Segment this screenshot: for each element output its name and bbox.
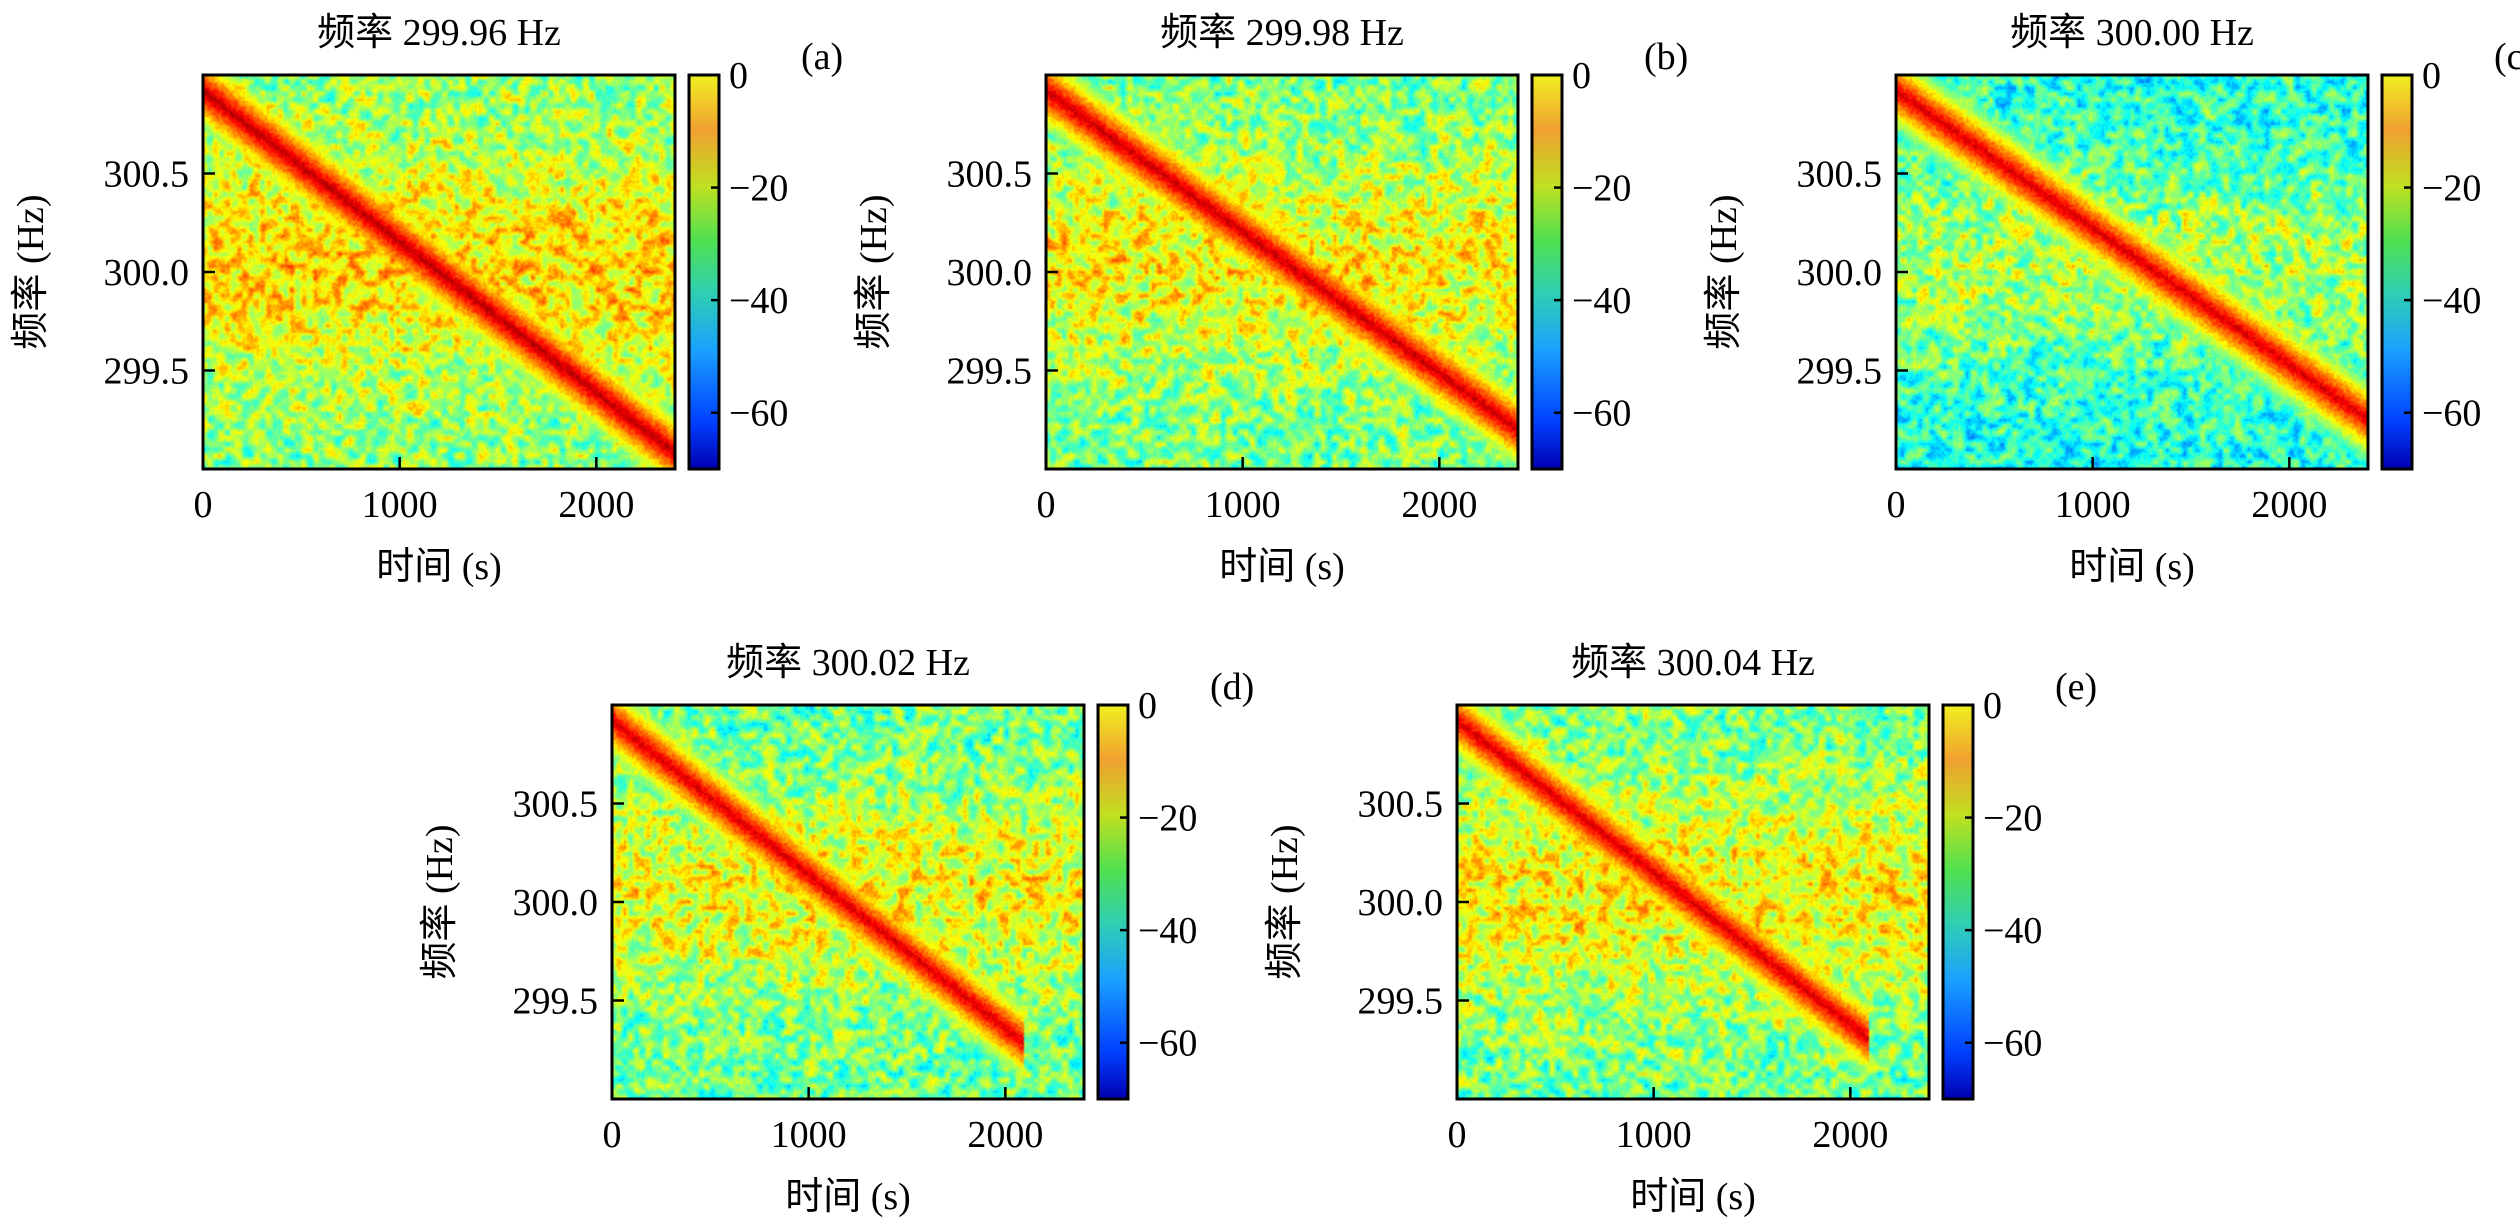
panel-b: 0 1000 2000 299.5 300.0 300.5 频率 299.98 Hz 时间 (…	[853, 12, 1688, 588]
x-tick-label: 1000	[771, 1114, 847, 1156]
colorbar-tick-label: 0	[729, 55, 748, 97]
panel-e: 0 1000 2000 299.5 300.0 300.5 频率 300.04 Hz 时间 (…	[1264, 642, 2097, 1218]
y-tick-label: 299.5	[1358, 981, 1444, 1023]
colorbar-tick-label: 0	[1572, 55, 1591, 97]
heatmap-image	[1046, 75, 1518, 469]
panel-title: 频率 300.02 Hz	[726, 642, 970, 684]
panel-title: 频率 299.96 Hz	[317, 12, 561, 54]
heatmap-image	[612, 705, 1084, 1099]
panel-c: 0 1000 2000 299.5 300.0 300.5 频率 300.00 Hz 时间 (…	[1703, 12, 2520, 588]
y-axis-label: 频率 (Hz)	[853, 194, 895, 349]
y-tick-label: 300.5	[1797, 154, 1883, 196]
heatmap-image	[1457, 705, 1929, 1099]
panel-letter: (b)	[1644, 36, 1688, 78]
colorbar-tick-label: −60	[2422, 393, 2481, 435]
heatmap-image	[203, 75, 675, 469]
y-tick-label: 299.5	[1797, 351, 1883, 393]
panel-letter: (d)	[1210, 666, 1254, 708]
x-tick-label: 0	[1887, 484, 1906, 526]
x-tick-label: 0	[194, 484, 213, 526]
x-axis-label: 时间 (s)	[2069, 546, 2195, 588]
x-tick-label: 2000	[967, 1114, 1043, 1156]
colorbar-tick-label: −40	[2422, 280, 2481, 322]
colorbar-tick-label: −60	[1983, 1023, 2042, 1065]
x-axis-label: 时间 (s)	[1219, 546, 1345, 588]
x-tick-label: 2000	[558, 484, 634, 526]
colorbar-tick-label: −40	[1138, 910, 1197, 952]
panels-group: 0 1000 2000 299.5 300.0 300.5 频率 299.96 Hz 时间 (…	[10, 12, 2520, 1218]
y-tick-label: 299.5	[947, 351, 1033, 393]
colorbar-tick-label: −40	[1983, 910, 2042, 952]
heatmap-image	[1896, 75, 2368, 469]
y-axis-label: 频率 (Hz)	[10, 194, 52, 349]
colorbar	[1098, 705, 1128, 1099]
x-tick-label: 0	[1037, 484, 1056, 526]
y-tick-label: 299.5	[104, 351, 190, 393]
colorbar-tick-label: −20	[2422, 168, 2481, 210]
x-tick-label: 1000	[1616, 1114, 1692, 1156]
y-tick-label: 300.5	[1358, 784, 1444, 826]
panel-title: 频率 300.04 Hz	[1571, 642, 1815, 684]
colorbar	[1943, 705, 1973, 1099]
colorbar-tick-label: −20	[729, 168, 788, 210]
x-tick-label: 0	[1448, 1114, 1467, 1156]
colorbar-tick-label: −40	[729, 280, 788, 322]
y-tick-label: 300.5	[947, 154, 1033, 196]
colorbar-tick-label: −60	[1138, 1023, 1197, 1065]
y-tick-label: 300.0	[513, 882, 599, 924]
panel-letter: (a)	[801, 36, 843, 78]
colorbar	[2382, 75, 2412, 469]
x-tick-label: 2000	[2251, 484, 2327, 526]
colorbar-tick-label: −20	[1138, 798, 1197, 840]
x-tick-label: 1000	[1205, 484, 1281, 526]
y-axis-label: 频率 (Hz)	[1264, 824, 1306, 979]
colorbar-frame	[2380, 73, 2414, 471]
x-axis-label: 时间 (s)	[1630, 1176, 1756, 1218]
colorbar	[689, 75, 719, 469]
panel-letter: (e)	[2055, 666, 2097, 708]
colorbar	[1532, 75, 1562, 469]
panel-title: 频率 299.98 Hz	[1160, 12, 1404, 54]
y-tick-label: 299.5	[513, 981, 599, 1023]
x-axis-label: 时间 (s)	[785, 1176, 911, 1218]
panel-a: 0 1000 2000 299.5 300.0 300.5 频率 299.96 Hz 时间 (…	[10, 12, 843, 588]
y-tick-label: 300.0	[104, 252, 190, 294]
x-tick-label: 2000	[1812, 1114, 1888, 1156]
x-tick-label: 1000	[362, 484, 438, 526]
colorbar-tick-label: 0	[1983, 685, 2002, 727]
colorbar-tick-label: −20	[1572, 168, 1631, 210]
y-axis-label: 频率 (Hz)	[419, 824, 461, 979]
y-tick-label: 300.0	[1797, 252, 1883, 294]
colorbar-tick-label: 0	[2422, 55, 2441, 97]
y-tick-label: 300.5	[513, 784, 599, 826]
colorbar-tick-label: 0	[1138, 685, 1157, 727]
colorbar-frame	[1096, 703, 1130, 1101]
x-tick-label: 1000	[2055, 484, 2131, 526]
y-tick-label: 300.0	[947, 252, 1033, 294]
y-tick-label: 300.5	[104, 154, 190, 196]
colorbar-frame	[1941, 703, 1975, 1101]
colorbar-tick-label: −60	[729, 393, 788, 435]
y-tick-label: 300.0	[1358, 882, 1444, 924]
panel-title: 频率 300.00 Hz	[2010, 12, 2254, 54]
panel-d: 0 1000 2000 299.5 300.0 300.5 频率 300.02 Hz 时间 (…	[419, 642, 1254, 1218]
colorbar-frame	[1530, 73, 1564, 471]
x-tick-label: 0	[603, 1114, 622, 1156]
colorbar-tick-label: −20	[1983, 798, 2042, 840]
x-tick-label: 2000	[1401, 484, 1477, 526]
colorbar-frame	[687, 73, 721, 471]
y-axis-label: 频率 (Hz)	[1703, 194, 1745, 349]
panel-letter: (c)	[2494, 36, 2520, 78]
x-axis-label: 时间 (s)	[376, 546, 502, 588]
colorbar-tick-label: −40	[1572, 280, 1631, 322]
colorbar-tick-label: −60	[1572, 393, 1631, 435]
